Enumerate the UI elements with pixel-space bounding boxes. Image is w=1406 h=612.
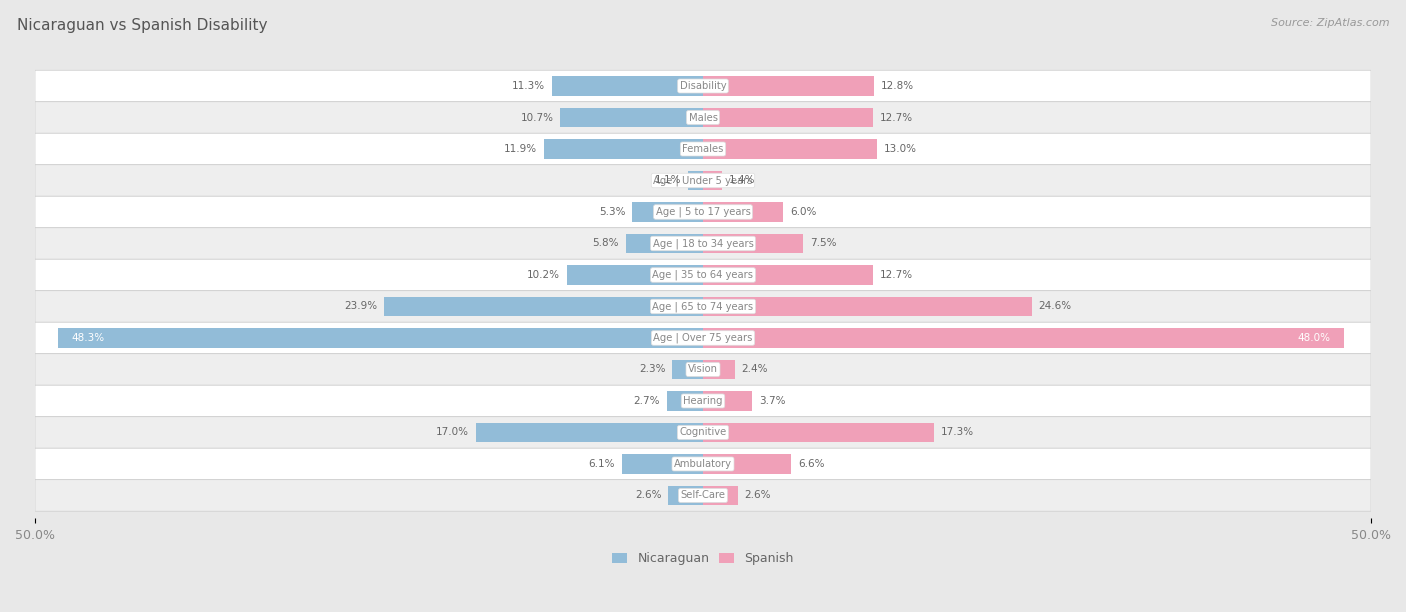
Bar bbox=[567, 265, 703, 285]
FancyBboxPatch shape bbox=[35, 385, 1371, 417]
Text: Nicaraguan vs Spanish Disability: Nicaraguan vs Spanish Disability bbox=[17, 18, 267, 34]
Text: Age | 18 to 34 years: Age | 18 to 34 years bbox=[652, 238, 754, 248]
Text: 11.9%: 11.9% bbox=[505, 144, 537, 154]
FancyBboxPatch shape bbox=[35, 417, 1371, 448]
Text: 48.3%: 48.3% bbox=[72, 333, 104, 343]
Text: 48.0%: 48.0% bbox=[1298, 333, 1331, 343]
Text: 3.7%: 3.7% bbox=[759, 396, 786, 406]
Text: Vision: Vision bbox=[688, 365, 718, 375]
Bar bbox=[703, 140, 877, 159]
Bar bbox=[703, 265, 873, 285]
Text: Males: Males bbox=[689, 113, 717, 122]
Text: 12.7%: 12.7% bbox=[879, 113, 912, 122]
Text: 5.3%: 5.3% bbox=[599, 207, 626, 217]
Text: Age | 5 to 17 years: Age | 5 to 17 years bbox=[655, 207, 751, 217]
Text: Cognitive: Cognitive bbox=[679, 427, 727, 438]
Bar bbox=[703, 171, 721, 190]
Text: 13.0%: 13.0% bbox=[883, 144, 917, 154]
Bar bbox=[703, 297, 1032, 316]
Text: 2.6%: 2.6% bbox=[744, 490, 770, 501]
Text: 6.0%: 6.0% bbox=[790, 207, 817, 217]
Text: Age | 35 to 64 years: Age | 35 to 64 years bbox=[652, 270, 754, 280]
Bar bbox=[703, 423, 934, 442]
Bar bbox=[703, 391, 752, 411]
Bar bbox=[553, 76, 703, 95]
Text: 17.0%: 17.0% bbox=[436, 427, 470, 438]
Bar bbox=[626, 234, 703, 253]
Bar bbox=[621, 454, 703, 474]
Bar bbox=[703, 454, 792, 474]
Legend: Nicaraguan, Spanish: Nicaraguan, Spanish bbox=[607, 547, 799, 570]
Text: Disability: Disability bbox=[679, 81, 727, 91]
Text: 2.3%: 2.3% bbox=[640, 365, 665, 375]
FancyBboxPatch shape bbox=[35, 133, 1371, 165]
Text: Age | 65 to 74 years: Age | 65 to 74 years bbox=[652, 301, 754, 312]
Bar bbox=[633, 202, 703, 222]
Text: 2.4%: 2.4% bbox=[742, 365, 768, 375]
FancyBboxPatch shape bbox=[35, 196, 1371, 228]
Text: Females: Females bbox=[682, 144, 724, 154]
Text: Age | Under 5 years: Age | Under 5 years bbox=[654, 175, 752, 186]
Text: 7.5%: 7.5% bbox=[810, 239, 837, 248]
Text: 17.3%: 17.3% bbox=[941, 427, 974, 438]
Bar bbox=[703, 328, 1344, 348]
Text: 1.4%: 1.4% bbox=[728, 176, 755, 185]
FancyBboxPatch shape bbox=[35, 102, 1371, 133]
Bar bbox=[668, 486, 703, 506]
Text: 6.6%: 6.6% bbox=[797, 459, 824, 469]
Text: Hearing: Hearing bbox=[683, 396, 723, 406]
Bar bbox=[544, 140, 703, 159]
FancyBboxPatch shape bbox=[35, 480, 1371, 511]
FancyBboxPatch shape bbox=[35, 70, 1371, 102]
Bar bbox=[689, 171, 703, 190]
FancyBboxPatch shape bbox=[35, 165, 1371, 196]
Bar bbox=[58, 328, 703, 348]
Bar bbox=[703, 486, 738, 506]
Bar bbox=[672, 360, 703, 379]
Text: 12.8%: 12.8% bbox=[880, 81, 914, 91]
Text: 5.8%: 5.8% bbox=[592, 239, 619, 248]
Bar bbox=[560, 108, 703, 127]
Bar bbox=[703, 360, 735, 379]
Text: 10.2%: 10.2% bbox=[527, 270, 560, 280]
Text: Ambulatory: Ambulatory bbox=[673, 459, 733, 469]
Bar bbox=[703, 202, 783, 222]
Text: 1.1%: 1.1% bbox=[655, 176, 682, 185]
FancyBboxPatch shape bbox=[35, 323, 1371, 354]
FancyBboxPatch shape bbox=[35, 354, 1371, 385]
Text: Age | Over 75 years: Age | Over 75 years bbox=[654, 333, 752, 343]
Text: 2.6%: 2.6% bbox=[636, 490, 662, 501]
Text: Source: ZipAtlas.com: Source: ZipAtlas.com bbox=[1271, 18, 1389, 28]
Bar bbox=[475, 423, 703, 442]
Bar bbox=[703, 234, 803, 253]
FancyBboxPatch shape bbox=[35, 228, 1371, 259]
Bar bbox=[666, 391, 703, 411]
Text: 24.6%: 24.6% bbox=[1039, 302, 1071, 312]
FancyBboxPatch shape bbox=[35, 448, 1371, 480]
Text: 23.9%: 23.9% bbox=[344, 302, 377, 312]
Bar bbox=[384, 297, 703, 316]
Text: 2.7%: 2.7% bbox=[634, 396, 661, 406]
Text: 6.1%: 6.1% bbox=[588, 459, 614, 469]
Text: 10.7%: 10.7% bbox=[520, 113, 554, 122]
FancyBboxPatch shape bbox=[35, 291, 1371, 323]
Bar bbox=[703, 76, 875, 95]
Text: Self-Care: Self-Care bbox=[681, 490, 725, 501]
Bar bbox=[703, 108, 873, 127]
FancyBboxPatch shape bbox=[35, 259, 1371, 291]
Text: 12.7%: 12.7% bbox=[879, 270, 912, 280]
Text: 11.3%: 11.3% bbox=[512, 81, 546, 91]
